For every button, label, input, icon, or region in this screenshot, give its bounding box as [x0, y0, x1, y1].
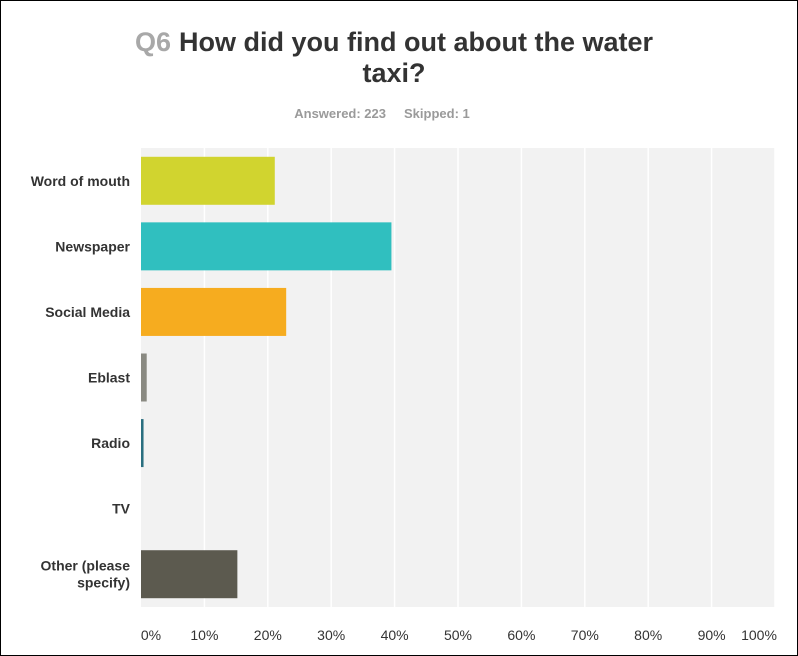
bar-eblast	[141, 353, 147, 402]
x-tick-label: 70%	[571, 627, 599, 643]
category-label: Word of mouth	[31, 173, 130, 189]
bar-word-of-mouth	[141, 156, 275, 205]
category-label: Newspaper	[55, 238, 130, 254]
x-tick-label: 0%	[141, 627, 161, 643]
x-tick-label: 10%	[190, 627, 218, 643]
question-number: Q6	[135, 27, 172, 57]
x-tick-label: 60%	[507, 627, 535, 643]
x-tick-label: 20%	[254, 627, 282, 643]
answered-count: Answered: 223	[294, 106, 386, 121]
category-label: TV	[112, 501, 131, 517]
x-tick-label: 30%	[317, 627, 345, 643]
bar-other-please-specify	[141, 550, 238, 599]
x-tick-label: 50%	[444, 627, 472, 643]
bar-newspaper	[141, 222, 392, 271]
x-tick-label: 40%	[381, 627, 409, 643]
x-tick-label: 90%	[698, 627, 726, 643]
skipped-count: Skipped: 1	[404, 106, 470, 121]
category-label: Eblast	[88, 370, 130, 386]
chart-title: Q6 How did you find out about the water t…	[0, 27, 798, 89]
category-label: Other (please specify)	[41, 558, 131, 591]
x-tick-label: 100%	[741, 627, 777, 643]
bar-social-media	[141, 287, 287, 336]
x-tick-label: 80%	[634, 627, 662, 643]
bar-radio	[141, 419, 144, 468]
category-label: Social Media	[45, 304, 130, 320]
question-text: How did you find out about the water tax…	[179, 27, 653, 88]
response-stats: Answered: 223 Skipped: 1	[0, 106, 764, 121]
category-label: Radio	[91, 435, 130, 451]
